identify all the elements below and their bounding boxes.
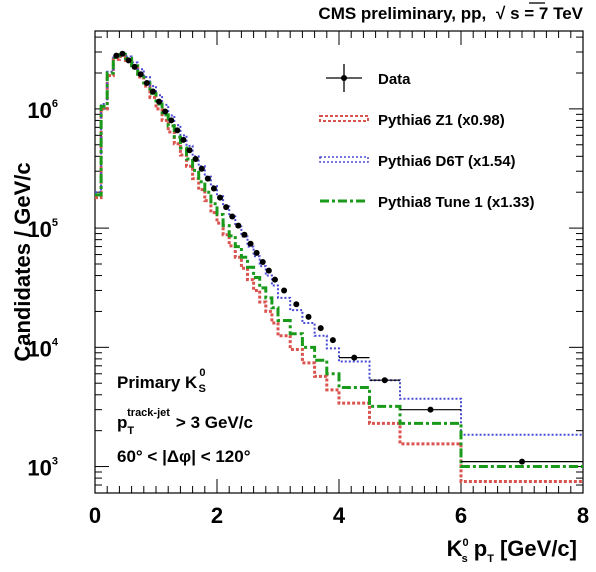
data-point xyxy=(253,249,260,256)
data-point xyxy=(519,458,525,465)
data-point xyxy=(317,325,324,332)
data-point xyxy=(265,267,272,274)
legend-swatch-z1 xyxy=(319,115,369,122)
y-tick-label: 105 xyxy=(27,217,58,242)
data-point xyxy=(204,175,211,182)
data-points xyxy=(113,50,583,465)
data-point xyxy=(351,354,358,361)
data-point xyxy=(192,155,199,162)
legend-label-pythia8: Pythia8 Tune 1 (x1.33) xyxy=(378,194,534,211)
data-point xyxy=(210,185,217,192)
legend-entry-pythia8: Pythia8 Tune 1 (x1.33) xyxy=(320,194,534,211)
step-pythia8-tune-1-x1-33 xyxy=(95,53,583,469)
data-point xyxy=(229,213,236,220)
data-point xyxy=(186,147,193,154)
x-tick-label: 2 xyxy=(211,503,223,528)
plot-frame xyxy=(94,30,584,494)
data-point xyxy=(162,108,169,115)
y-tick-label: 106 xyxy=(27,98,58,123)
legend-entry-d6t: Pythia6 D6T (x1.54) xyxy=(319,153,516,170)
x-tick-label: 8 xyxy=(577,503,589,528)
data-point xyxy=(271,276,278,283)
sqrt-symbol: √ xyxy=(496,4,506,23)
x-tick-label: 4 xyxy=(333,503,346,528)
data-point xyxy=(235,222,242,229)
data-point xyxy=(259,258,266,265)
data-point xyxy=(427,406,434,413)
data-point xyxy=(223,204,230,211)
data-point xyxy=(137,71,144,78)
y-tick-label: 104 xyxy=(27,336,58,361)
data-point xyxy=(156,98,163,105)
x-tick-label: 0 xyxy=(89,503,101,528)
data-point xyxy=(281,287,288,294)
data-point xyxy=(125,57,132,64)
x-axis-tick-labels: 0 2 4 6 8 xyxy=(89,503,589,528)
legend-entry-data: Data xyxy=(326,64,411,92)
x-tick-label: 6 xyxy=(455,503,467,528)
data-point xyxy=(131,63,138,70)
data-point xyxy=(168,117,175,124)
header-text: CMS preliminary, pp, xyxy=(318,4,486,23)
x-axis-title: K0 s pT [GeV/c] xyxy=(447,536,577,565)
data-point xyxy=(143,79,150,86)
data-point xyxy=(149,88,156,95)
data-point xyxy=(293,301,300,308)
data-point xyxy=(113,52,120,59)
data-point xyxy=(329,337,336,344)
legend-entry-z1: Pythia6 Z1 (x0.98) xyxy=(319,112,505,129)
annotation-line2: pTtrack-jet > 3 GeV/c xyxy=(117,407,253,437)
data-point xyxy=(247,240,254,247)
legend-label-data: Data xyxy=(378,71,411,88)
x-axis-ticks xyxy=(94,31,584,493)
svg-text:CMS preliminary, pp, √: CMS preliminary, pp, √ s = 7 TeV xyxy=(318,4,583,23)
legend-label-z1: Pythia6 Z1 (x0.98) xyxy=(378,112,505,129)
y-tick-label: 103 xyxy=(27,456,58,481)
header-energy: s = 7 TeV xyxy=(510,4,584,23)
data-point xyxy=(174,127,181,134)
legend-data-marker xyxy=(341,75,347,81)
y-axis-tick-labels: 103 104 105 106 xyxy=(27,98,58,481)
y-axis-title: Candidates / GeV/c xyxy=(10,162,35,361)
data-point xyxy=(241,231,248,238)
legend-swatch-d6t xyxy=(319,156,369,163)
legend-label-d6t: Pythia6 D6T (x1.54) xyxy=(378,153,516,170)
chart-header: CMS preliminary, pp, √ s = 7 TeV xyxy=(318,2,584,23)
data-point xyxy=(198,165,205,172)
data-point xyxy=(381,377,388,384)
y-axis-ticks xyxy=(95,36,583,494)
legend: Data Pythia6 Z1 (x0.98) Pythia6 D6T (x1.… xyxy=(319,64,534,211)
data-point xyxy=(217,194,224,201)
data-point xyxy=(119,50,126,57)
data-point xyxy=(180,136,187,143)
data-point xyxy=(305,313,312,320)
annotation-line3: 60° < |Δφ| < 120° xyxy=(117,447,251,466)
